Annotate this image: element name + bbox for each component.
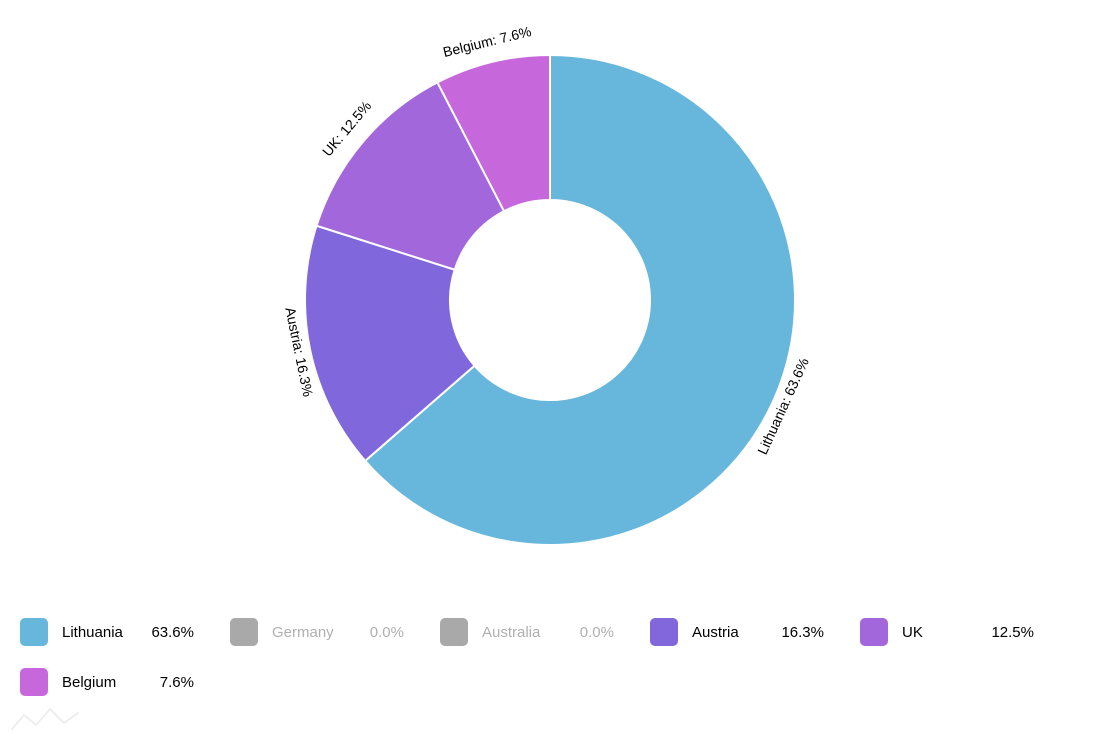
legend-value: 0.0% <box>568 624 614 641</box>
legend-swatch-icon <box>20 668 48 696</box>
legend-value: 12.5% <box>988 624 1034 641</box>
legend-label: UK <box>902 624 974 641</box>
legend-swatch-icon <box>20 618 48 646</box>
legend-swatch-icon <box>230 618 258 646</box>
legend-item-lithuania[interactable]: Lithuania 63.6% <box>20 618 194 646</box>
legend-item-australia[interactable]: Australia 0.0% <box>440 618 614 646</box>
legend-label: Australia <box>482 624 554 641</box>
legend-value: 0.0% <box>358 624 404 641</box>
legend-value: 63.6% <box>148 624 194 641</box>
legend-label: Lithuania <box>62 624 134 641</box>
donut-chart: Lithuania: 63.6%Austria: 16.3%UK: 12.5%B… <box>0 0 1113 610</box>
legend-swatch-icon <box>440 618 468 646</box>
amcharts-watermark-icon <box>10 705 80 738</box>
legend-label: Belgium <box>62 674 134 691</box>
legend-label: Germany <box>272 624 344 641</box>
legend-item-austria[interactable]: Austria 16.3% <box>650 618 824 646</box>
legend-swatch-icon <box>650 618 678 646</box>
legend-value: 7.6% <box>148 674 194 691</box>
legend-item-uk[interactable]: UK 12.5% <box>860 618 1034 646</box>
donut-chart-svg: Lithuania: 63.6%Austria: 16.3%UK: 12.5%B… <box>0 0 1113 610</box>
legend-item-belgium[interactable]: Belgium 7.6% <box>20 668 194 696</box>
legend-swatch-icon <box>860 618 888 646</box>
legend-value: 16.3% <box>778 624 824 641</box>
legend-item-germany[interactable]: Germany 0.0% <box>230 618 404 646</box>
legend-label: Austria <box>692 624 764 641</box>
legend: Lithuania63.6%Germany0.0%Australia0.0%Au… <box>20 618 1093 696</box>
slice-label-belgium: Belgium: 7.6% <box>441 23 533 60</box>
